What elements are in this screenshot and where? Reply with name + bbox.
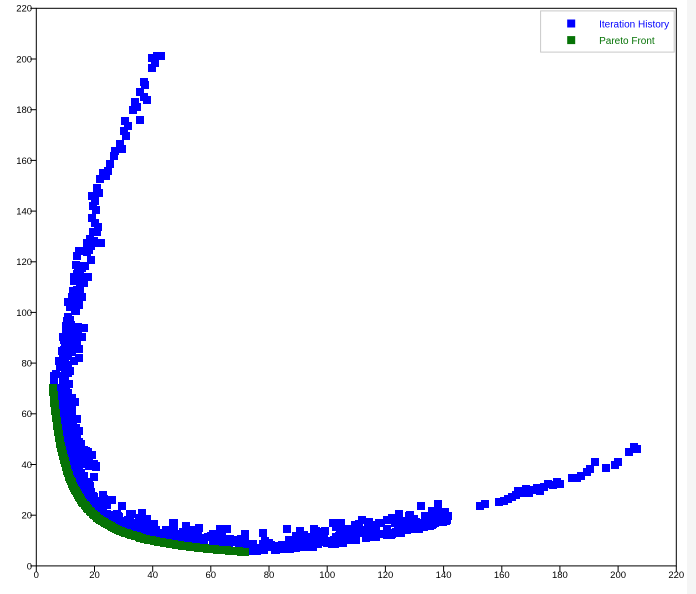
svg-text:40: 40 <box>147 570 158 581</box>
svg-text:Pareto Front: Pareto Front <box>599 36 655 47</box>
svg-text:0: 0 <box>27 561 32 572</box>
svg-text:0: 0 <box>34 570 39 581</box>
svg-text:160: 160 <box>16 156 32 167</box>
svg-text:100: 100 <box>319 570 335 581</box>
svg-text:140: 140 <box>16 207 32 218</box>
svg-text:40: 40 <box>22 460 33 471</box>
svg-text:60: 60 <box>22 409 33 420</box>
svg-text:180: 180 <box>552 570 568 581</box>
svg-text:120: 120 <box>377 570 393 581</box>
svg-text:20: 20 <box>22 511 33 522</box>
svg-text:60: 60 <box>206 570 217 581</box>
svg-text:140: 140 <box>436 570 452 581</box>
svg-text:160: 160 <box>494 570 510 581</box>
svg-text:120: 120 <box>16 257 32 268</box>
svg-text:200: 200 <box>610 570 626 581</box>
svg-text:80: 80 <box>22 359 33 370</box>
svg-text:100: 100 <box>16 308 32 319</box>
svg-text:180: 180 <box>16 105 32 116</box>
svg-text:220: 220 <box>668 570 684 581</box>
svg-text:20: 20 <box>89 570 100 581</box>
svg-text:220: 220 <box>16 4 32 15</box>
svg-text:80: 80 <box>264 570 275 581</box>
svg-text:200: 200 <box>16 54 32 65</box>
svg-text:Iteration History: Iteration History <box>599 19 669 30</box>
